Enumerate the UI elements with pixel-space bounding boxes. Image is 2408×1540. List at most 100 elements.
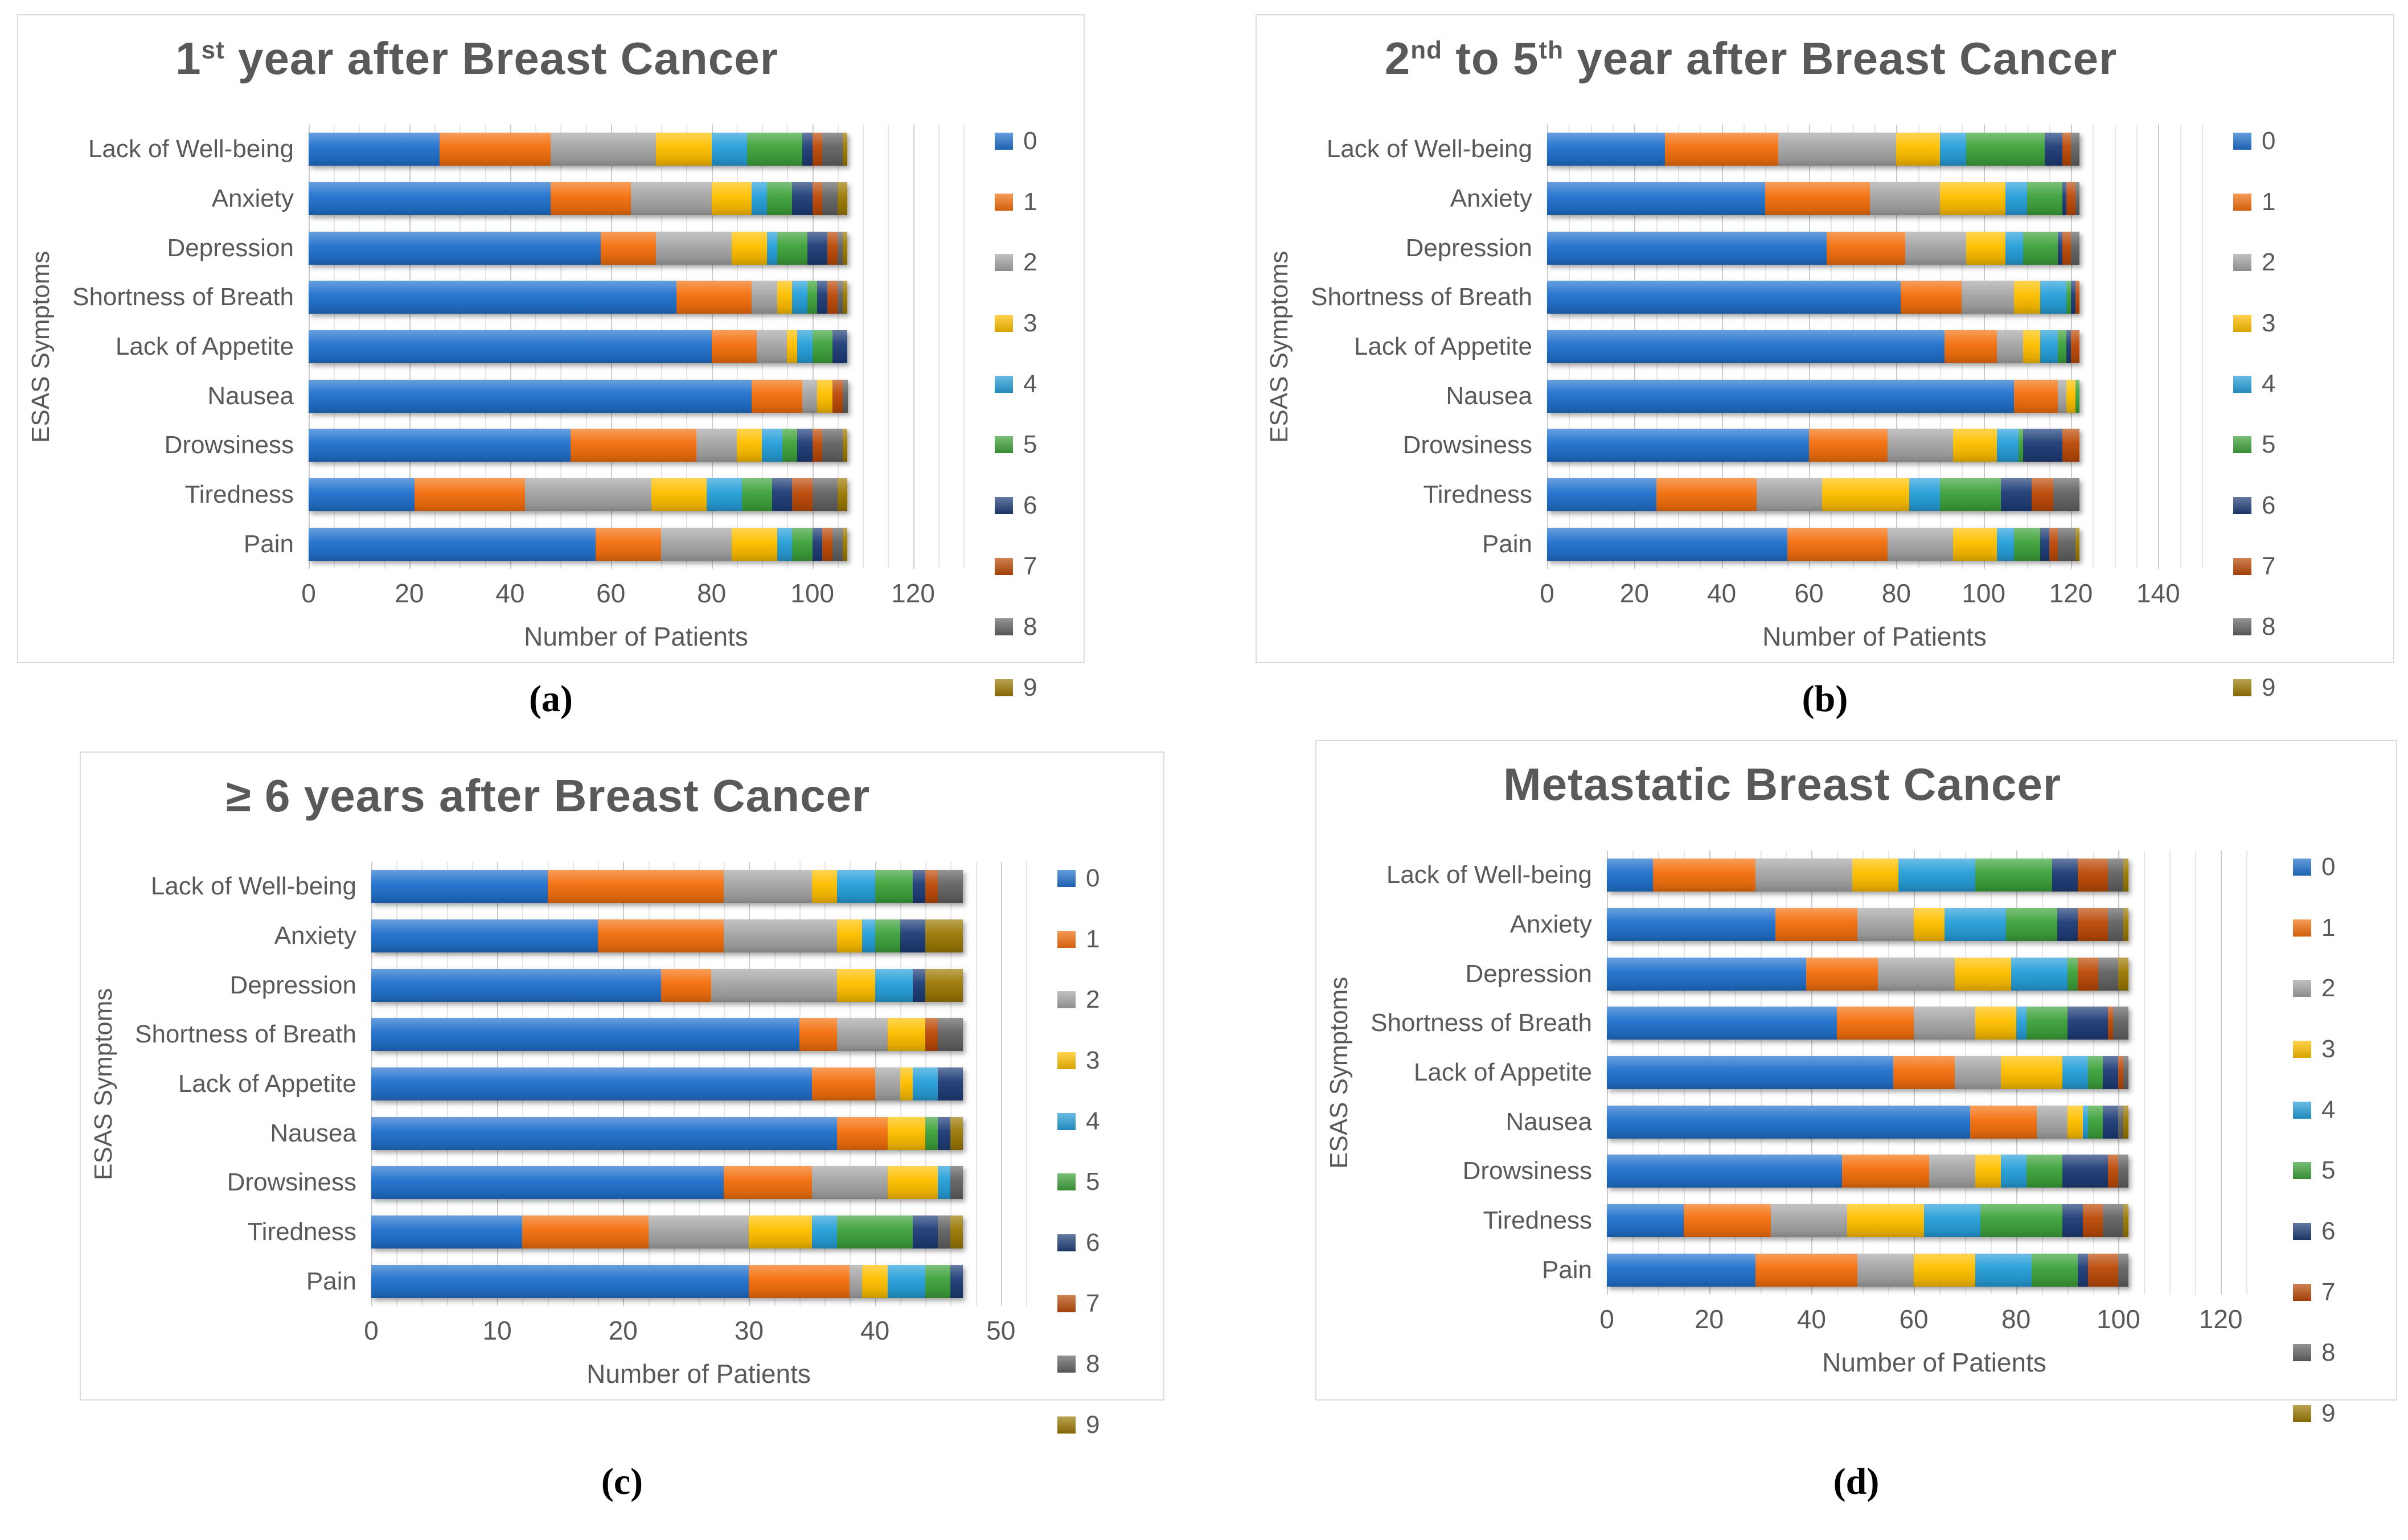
category-label: Depression bbox=[1465, 959, 1592, 988]
legend-label: 9 bbox=[2321, 1399, 2336, 1427]
legend-swatch bbox=[2233, 314, 2251, 332]
bar-segment bbox=[661, 527, 732, 561]
bar-segment bbox=[2067, 1105, 2083, 1139]
bar-segment bbox=[1809, 429, 1888, 462]
chart-title: Metastatic Breast Cancer bbox=[1503, 759, 2061, 810]
legend-swatch bbox=[2293, 980, 2311, 997]
bar-segment bbox=[812, 1166, 888, 1200]
x-axis-title: Number of Patients bbox=[1762, 622, 1987, 651]
chart-title: 2nd to 5th year after Breast Cancer bbox=[1384, 33, 2118, 84]
plot-area bbox=[1607, 851, 2262, 1295]
bar-segment bbox=[1909, 478, 1940, 511]
bar-segment bbox=[1924, 1204, 1980, 1237]
bar-segment bbox=[1975, 859, 2052, 892]
bar-segment bbox=[596, 527, 662, 561]
bar-segment bbox=[2057, 231, 2062, 265]
bar-segment bbox=[1756, 478, 1822, 511]
gridline bbox=[1000, 862, 1002, 1306]
legend-label: 0 bbox=[1023, 127, 1037, 155]
bar-segment bbox=[1962, 281, 2015, 314]
bar-segment bbox=[2053, 478, 2080, 511]
bar-segment bbox=[1607, 1105, 1970, 1139]
legend-label: 1 bbox=[2262, 187, 2276, 216]
bar-segment bbox=[2075, 379, 2080, 413]
chart-title: ≥ 6 years after Breast Cancer bbox=[225, 770, 871, 821]
bar-segment bbox=[1857, 907, 1914, 941]
category-label: Lack of Well-being bbox=[1326, 135, 1532, 163]
legend-swatch bbox=[2293, 1405, 2311, 1422]
bar-segment bbox=[1944, 330, 1997, 363]
bar-segment bbox=[2057, 527, 2075, 561]
legend-label: 3 bbox=[2262, 309, 2276, 337]
bar-segment bbox=[1770, 1204, 1848, 1237]
bar-segment bbox=[2014, 379, 2058, 413]
legend-item: 6 bbox=[1057, 1229, 1100, 1257]
bar-segment bbox=[525, 478, 651, 511]
bar-row bbox=[309, 133, 848, 166]
legend-label: 0 bbox=[1086, 864, 1100, 892]
legend-item: 7 bbox=[995, 552, 1037, 581]
gridline bbox=[863, 125, 864, 569]
legend-label: 3 bbox=[1086, 1046, 1100, 1074]
bar-row bbox=[1547, 429, 2080, 462]
bar-segment bbox=[2014, 527, 2041, 561]
legend-label: 8 bbox=[2262, 613, 2276, 641]
gridline bbox=[2195, 851, 2197, 1295]
category-label: Lack of Well-being bbox=[1386, 861, 1592, 889]
gridline bbox=[938, 125, 940, 569]
gridline bbox=[2180, 125, 2181, 569]
bar-segment bbox=[807, 281, 818, 314]
bar-segment bbox=[1914, 1007, 1975, 1040]
bar-series bbox=[309, 125, 963, 569]
category-label: Anxiety bbox=[274, 921, 356, 950]
bar-segment bbox=[950, 1166, 963, 1200]
legend-swatch bbox=[1057, 1295, 1076, 1312]
legend-swatch bbox=[2233, 679, 2251, 696]
bar-segment bbox=[1980, 1204, 2062, 1237]
bar-segment bbox=[822, 429, 843, 462]
bar-segment bbox=[2040, 527, 2049, 561]
bar-segment bbox=[2057, 330, 2067, 363]
x-tick-label: 0 bbox=[1599, 1304, 1614, 1334]
figure-label-a: (a) bbox=[529, 678, 573, 720]
plot-area bbox=[1547, 125, 2203, 569]
bar-segment bbox=[1996, 429, 2019, 462]
x-tick-label: 120 bbox=[2198, 1304, 2243, 1334]
bar-segment bbox=[1939, 182, 2005, 215]
bar-segment bbox=[2023, 231, 2058, 265]
bar-segment bbox=[2123, 1056, 2129, 1089]
bar-segment bbox=[1975, 1007, 2016, 1040]
bar-segment bbox=[812, 527, 823, 561]
legend-item: 6 bbox=[2233, 491, 2275, 520]
bar-segment bbox=[925, 870, 938, 904]
bar-segment bbox=[850, 1264, 863, 1298]
gridline bbox=[963, 125, 965, 569]
bar-segment bbox=[1547, 379, 2015, 413]
bar-row bbox=[371, 1018, 963, 1052]
bar-segment bbox=[766, 182, 793, 215]
legend-swatch bbox=[1057, 930, 1076, 948]
bar-segment bbox=[812, 870, 838, 904]
plot-area bbox=[309, 125, 965, 569]
bar-row bbox=[1547, 379, 2080, 413]
bar-segment bbox=[1837, 1007, 1914, 1040]
bar-segment bbox=[832, 527, 843, 561]
bar-segment bbox=[837, 1215, 913, 1249]
bar-segment bbox=[2066, 182, 2075, 215]
x-axis-ticks: 0 10 20 30 40 50 bbox=[364, 1306, 1026, 1355]
bar-row bbox=[1607, 1253, 2129, 1287]
bar-segment bbox=[762, 429, 782, 462]
bar-segment bbox=[371, 1215, 523, 1249]
bar-segment bbox=[309, 478, 415, 511]
category-label: Depression bbox=[167, 233, 294, 262]
bar-segment bbox=[2062, 1056, 2088, 1089]
category-label: Pain bbox=[1482, 529, 1532, 558]
bar-segment bbox=[309, 379, 752, 413]
bar-series bbox=[1547, 125, 2202, 569]
legend-swatch bbox=[2233, 193, 2251, 211]
bar-segment bbox=[1996, 527, 2015, 561]
legend-swatch bbox=[1057, 1234, 1076, 1251]
bar-segment bbox=[1656, 478, 1757, 511]
bar-segment bbox=[777, 281, 793, 314]
